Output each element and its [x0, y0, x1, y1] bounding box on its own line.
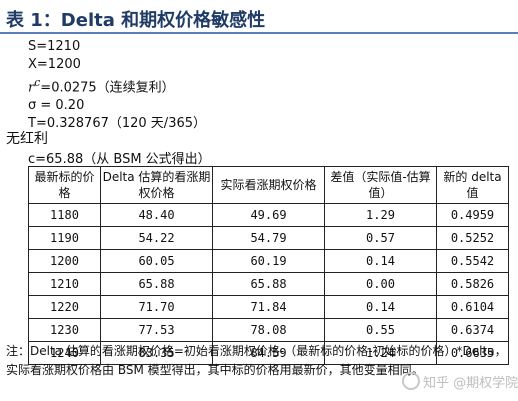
cell: 49.69 [212, 203, 325, 227]
note-line-1: 注：Delta 估算的看涨期权价格=初始看涨期权价格-（最新标的价格-初始标的价… [6, 344, 507, 358]
param-rc: rc=0.0275（连续复利） [28, 74, 206, 97]
cell: 1240 [28, 341, 101, 365]
cell: 48.40 [100, 203, 213, 227]
cell: 1190 [28, 226, 101, 250]
cell: 83.35 [100, 341, 213, 365]
cell: 0.5826 [436, 272, 509, 296]
cell: 1180 [28, 203, 101, 227]
header-delta-estimate: Delta 估算的看涨期权价格 [100, 166, 213, 204]
cell: 0.55 [324, 318, 437, 342]
cell: 0.6635 [436, 341, 509, 365]
cell: 54.22 [100, 226, 213, 250]
cell: 54.79 [212, 226, 325, 250]
cell: 1.24 [324, 341, 437, 365]
note-line-2: 实际看涨期权价格由 BSM 模型得出，其中标的价格用最新价，其他变量相同。 [6, 363, 424, 377]
table-note: 注：Delta 估算的看涨期权价格=初始看涨期权价格-（最新标的价格-初始标的价… [6, 342, 514, 380]
table-row: 1190 54.22 54.79 0.57 0.5252 [28, 226, 509, 250]
cell: 0.4959 [436, 203, 509, 227]
cell: 71.70 [100, 295, 213, 319]
table-title: 表 1：Delta 和期权价格敏感性 [6, 10, 266, 31]
table-header-row: 最新标的价格 Delta 估算的看涨期权价格 实际看涨期权价格 差值（实际值-估… [28, 166, 509, 204]
table-row: 1180 48.40 49.69 1.29 0.4959 [28, 203, 509, 227]
cell: 60.05 [100, 249, 213, 273]
table-row: 1200 60.05 60.19 0.14 0.5542 [28, 249, 509, 273]
table-row: 1220 71.70 71.84 0.14 0.6104 [28, 295, 509, 319]
no-dividend-label: 无红利 [6, 131, 48, 147]
cell: 1200 [28, 249, 101, 273]
cell: 60.19 [212, 249, 325, 273]
cell: 65.88 [100, 272, 213, 296]
table-row: 1240 83.35 84.59 1.24 0.6635 [28, 341, 509, 365]
table-row: 1210 65.88 65.88 0.00 0.5826 [28, 272, 509, 296]
param-sigma: σ = 0.20 [28, 98, 85, 114]
header-actual-price: 实际看涨期权价格 [212, 166, 325, 204]
cell: 1230 [28, 318, 101, 342]
cell: 65.88 [212, 272, 325, 296]
source-watermark: 知乎 @期权学院 [402, 372, 518, 391]
parameter-list: S=1210 X=1200 rc=0.0275（连续复利） σ = 0.20 T… [28, 38, 206, 133]
cell: 1.29 [324, 203, 437, 227]
cell: 78.08 [212, 318, 325, 342]
param-s: S=1210 [28, 39, 81, 54]
cell: 0.57 [324, 226, 437, 250]
cell: 84.59 [212, 341, 325, 365]
call-price-value: c=65.88（从 BSM 公式得出） [28, 152, 211, 167]
watermark-logo-icon [402, 372, 420, 390]
rc-value: =0.0275（连续复利） [40, 80, 175, 96]
rc-symbol: r [28, 80, 35, 96]
param-x: X=1200 [28, 57, 81, 72]
param-t: T=0.328767（120 天/365） [28, 116, 207, 132]
cell: 77.53 [100, 318, 213, 342]
cell: 0.6104 [436, 295, 509, 319]
title-underline [0, 32, 518, 34]
header-latest-price: 最新标的价格 [28, 166, 101, 204]
table-row: 1230 77.53 78.08 0.55 0.6374 [28, 318, 509, 342]
cell: 0.5542 [436, 249, 509, 273]
rc-superscript: c [34, 76, 41, 89]
cell: 0.00 [324, 272, 437, 296]
cell: 1210 [28, 272, 101, 296]
cell: 0.14 [324, 249, 437, 273]
sensitivity-table: 最新标的价格 Delta 估算的看涨期权价格 实际看涨期权价格 差值（实际值-估… [28, 166, 509, 365]
cell: 0.5252 [436, 226, 509, 250]
header-difference: 差值（实际值-估算值） [324, 166, 437, 204]
cell: 71.84 [212, 295, 325, 319]
cell: 0.14 [324, 295, 437, 319]
watermark-text: 知乎 @期权学院 [423, 376, 518, 391]
header-new-delta: 新的 delta 值 [436, 166, 509, 204]
cell: 1220 [28, 295, 101, 319]
cell: 0.6374 [436, 318, 509, 342]
